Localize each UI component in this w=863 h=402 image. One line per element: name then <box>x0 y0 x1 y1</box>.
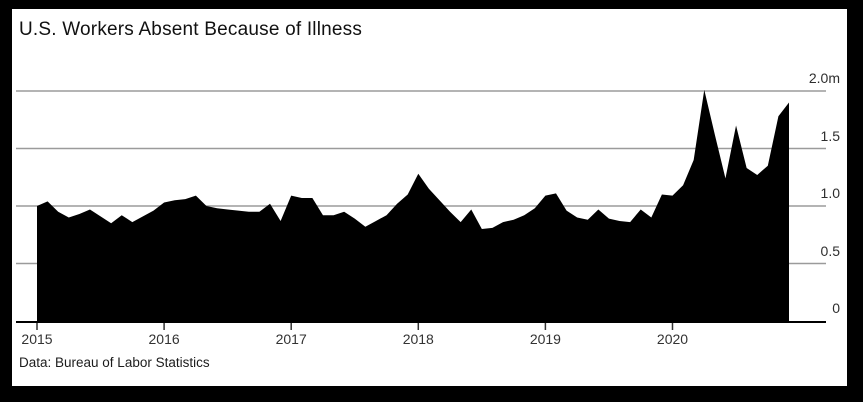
area-chart <box>16 89 826 330</box>
y-axis-label: 1.0 <box>820 185 840 201</box>
chart-card: U.S. Workers Absent Because of Illness 2… <box>12 9 847 386</box>
chart-plot-area: 2.0m 1.5 1.0 0.5 0 2015 2016 2017 2018 2019 2020 <box>12 9 847 386</box>
y-axis-label: 0.5 <box>820 242 840 259</box>
x-axis-label: 2017 <box>275 331 307 347</box>
x-axis-label: 2018 <box>402 331 434 347</box>
y-axis-label: 1.5 <box>820 127 840 144</box>
chart-title: U.S. Workers Absent Because of Illness <box>19 19 363 40</box>
area-series <box>37 89 789 321</box>
source-note: Data: Bureau of Labor Statistics <box>19 355 210 370</box>
y-axis-label: 0 <box>832 300 840 316</box>
x-axis-label: 2020 <box>656 331 689 347</box>
x-axis-label: 2015 <box>21 331 53 347</box>
x-axis-label: 2019 <box>529 331 561 347</box>
x-axis-label: 2016 <box>148 331 180 347</box>
y-axis-label: 2.0m <box>808 70 840 86</box>
